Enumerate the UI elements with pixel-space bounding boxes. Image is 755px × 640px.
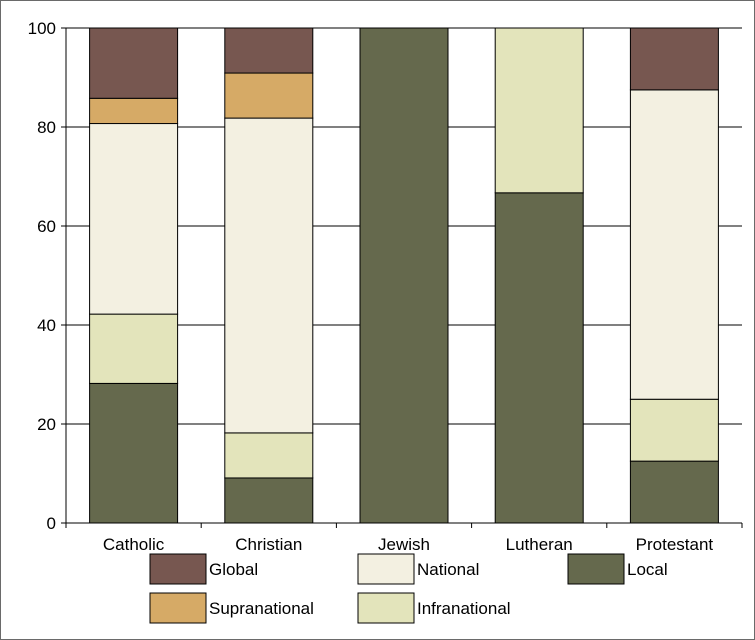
legend-label-infranational: Infranational: [417, 599, 511, 618]
y-tick-label: 100: [28, 19, 56, 38]
bar-segment-protestant-national: [629, 89, 719, 400]
bar-segment-christian-infranational: [224, 432, 314, 479]
y-tick-label: 80: [37, 118, 56, 137]
bar-segment-jewish-local: [359, 27, 449, 524]
legend-label-supranational: Supranational: [209, 599, 314, 618]
legend-swatch-global: [149, 553, 207, 585]
bar-segment-christian-national: [224, 117, 314, 434]
x-tick-label-christian: Christian: [235, 535, 302, 554]
x-tick-label-lutheran: Lutheran: [506, 535, 573, 554]
y-tick-label: 40: [37, 316, 56, 335]
bar-segment-christian-local: [224, 477, 314, 524]
legend-swatch-infranational: [357, 592, 415, 624]
bar-segment-catholic-local: [89, 382, 179, 524]
legend-label-national: National: [417, 560, 479, 579]
x-tick-label-catholic: Catholic: [103, 535, 165, 554]
bar-segment-protestant-local: [629, 460, 719, 524]
bar-segment-lutheran-infranational: [494, 27, 584, 194]
bar-segment-catholic-infranational: [89, 313, 179, 384]
bars: [89, 27, 719, 524]
bar-segment-protestant-global: [629, 27, 719, 91]
legend-label-global: Global: [209, 560, 258, 579]
legend-swatch-local: [567, 553, 625, 585]
bar-segment-catholic-national: [89, 123, 179, 315]
bar-segment-catholic-supranational: [89, 97, 179, 125]
legend-swatch-national: [357, 553, 415, 585]
x-tick-label-protestant: Protestant: [636, 535, 714, 554]
bar-segment-christian-global: [224, 27, 314, 74]
legend-label-local: Local: [627, 560, 668, 579]
bar-segment-catholic-global: [89, 27, 179, 99]
legend: Global National Local Supranational Infranat…: [149, 553, 668, 624]
y-tick-label: 20: [37, 415, 56, 434]
bar-segment-christian-supranational: [224, 72, 314, 119]
axes: 0 20 40 60 80 100 Catholic Christian Jewish Luthe…: [28, 19, 743, 554]
x-tick-label-jewish: Jewish: [378, 535, 430, 554]
bar-segment-lutheran-local: [494, 192, 584, 524]
bar-segment-protestant-infranational: [629, 398, 719, 462]
y-tick-label: 60: [37, 217, 56, 236]
y-tick-label: 0: [47, 514, 56, 533]
legend-swatch-supranational: [149, 592, 207, 624]
